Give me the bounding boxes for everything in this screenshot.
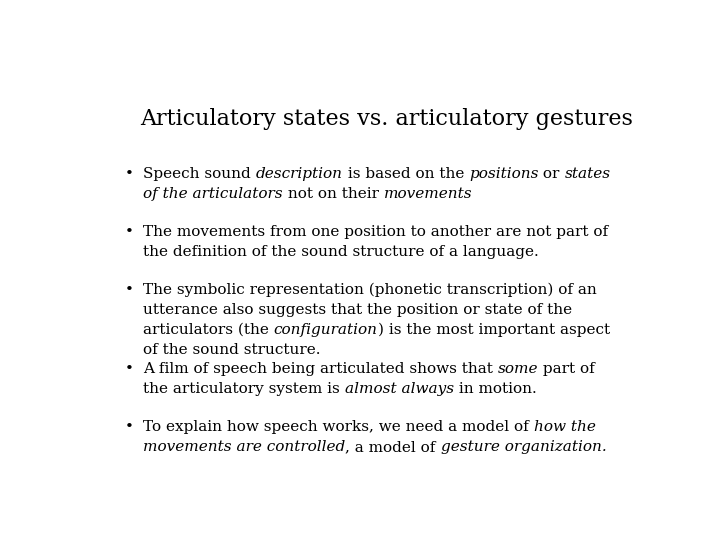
Text: of the sound structure.: of the sound structure. xyxy=(143,343,320,357)
Text: the articulatory system is: the articulatory system is xyxy=(143,382,345,396)
Text: The symbolic representation (phonetic transcription) of an: The symbolic representation (phonetic tr… xyxy=(143,283,597,298)
Text: •: • xyxy=(125,167,133,181)
Text: some: some xyxy=(498,362,539,376)
Text: •: • xyxy=(125,362,133,376)
Text: how the: how the xyxy=(534,420,595,434)
Text: •: • xyxy=(125,225,133,239)
Text: articulators (the: articulators (the xyxy=(143,323,274,337)
Text: Speech sound: Speech sound xyxy=(143,167,256,181)
Text: of the articulators: of the articulators xyxy=(143,187,283,201)
Text: gesture organization.: gesture organization. xyxy=(441,440,606,454)
Text: configuration: configuration xyxy=(274,323,378,337)
Text: positions: positions xyxy=(469,167,539,181)
Text: in motion.: in motion. xyxy=(454,382,536,396)
Text: not on their: not on their xyxy=(283,187,384,201)
Text: the definition of the sound structure of a language.: the definition of the sound structure of… xyxy=(143,245,539,259)
Text: part of: part of xyxy=(539,362,595,376)
Text: is based on the: is based on the xyxy=(343,167,469,181)
Text: states: states xyxy=(564,167,611,181)
Text: movements are controlled: movements are controlled xyxy=(143,440,346,454)
Text: A film of speech being articulated shows that: A film of speech being articulated shows… xyxy=(143,362,498,376)
Text: , a model of: , a model of xyxy=(346,440,441,454)
Text: Articulatory states vs. articulatory gestures: Articulatory states vs. articulatory ges… xyxy=(140,109,633,131)
Text: or: or xyxy=(539,167,564,181)
Text: •: • xyxy=(125,283,133,297)
Text: almost always: almost always xyxy=(345,382,454,396)
Text: ) is the most important aspect: ) is the most important aspect xyxy=(378,323,610,338)
Text: The movements from one position to another are not part of: The movements from one position to anoth… xyxy=(143,225,608,239)
Text: movements: movements xyxy=(384,187,472,201)
Text: utterance also suggests that the position or state of the: utterance also suggests that the positio… xyxy=(143,303,572,317)
Text: description: description xyxy=(256,167,343,181)
Text: •: • xyxy=(125,420,133,434)
Text: To explain how speech works, we need a model of: To explain how speech works, we need a m… xyxy=(143,420,534,434)
